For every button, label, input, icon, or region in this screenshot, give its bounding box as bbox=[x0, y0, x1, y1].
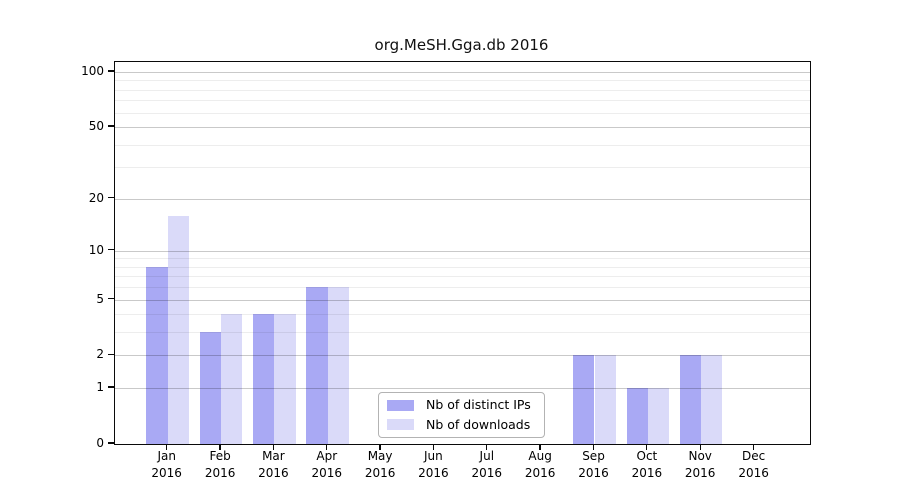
legend-item-downloads: Nb of downloads bbox=[387, 417, 536, 433]
gridline-major bbox=[115, 72, 810, 73]
gridline-minor bbox=[115, 266, 810, 268]
x-tick-label: Aug 2016 bbox=[524, 449, 556, 480]
bar-distinct-ips bbox=[146, 266, 168, 444]
x-tick-mark bbox=[646, 444, 648, 451]
x-tick-label: Jul 2016 bbox=[471, 449, 503, 480]
bar-distinct-ips bbox=[679, 355, 702, 444]
x-tick-mark bbox=[432, 444, 435, 451]
y-tick-mark bbox=[108, 386, 114, 388]
bar-distinct-ips bbox=[199, 332, 222, 444]
gridline-major bbox=[115, 127, 810, 129]
x-tick-label: Sep 2016 bbox=[578, 449, 609, 480]
x-tick-label: May 2016 bbox=[364, 449, 396, 480]
x-tick-label: Apr 2016 bbox=[311, 449, 343, 480]
legend-item-distinct-ips: Nb of distinct IPs bbox=[387, 397, 536, 413]
y-tick-mark bbox=[108, 70, 114, 72]
x-tick-label: Oct 2016 bbox=[631, 449, 663, 480]
x-tick-mark bbox=[272, 444, 275, 451]
gridline-minor bbox=[115, 112, 810, 114]
legend: Nb of distinct IPs Nb of downloads bbox=[378, 392, 545, 438]
gridline-minor bbox=[115, 314, 810, 316]
bar-downloads bbox=[701, 355, 723, 444]
legend-label-downloads: Nb of downloads bbox=[426, 417, 531, 432]
gridline-minor bbox=[115, 287, 810, 289]
gridline-minor bbox=[115, 80, 810, 82]
x-tick-mark bbox=[219, 444, 221, 451]
x-tick-label: Mar 2016 bbox=[258, 449, 289, 480]
bar-distinct-ips bbox=[573, 355, 595, 444]
gridline-major bbox=[115, 250, 810, 252]
gridline-minor bbox=[115, 100, 810, 102]
gridline-minor bbox=[115, 276, 810, 278]
legend-swatch-downloads bbox=[387, 419, 414, 431]
y-tick-mark bbox=[108, 297, 114, 300]
y-tick-mark bbox=[108, 442, 114, 444]
x-tick-mark bbox=[752, 444, 755, 451]
gridline-major bbox=[115, 299, 810, 301]
y-tick-mark bbox=[108, 249, 114, 251]
bar-downloads bbox=[647, 388, 670, 444]
legend-label-distinct-ips: Nb of distinct IPs bbox=[426, 397, 531, 413]
y-tick-label: 0 bbox=[96, 436, 104, 450]
y-tick-mark bbox=[108, 353, 114, 356]
x-tick-label: Feb 2016 bbox=[204, 449, 236, 480]
gridline-major bbox=[115, 198, 810, 200]
y-tick-label: 20 bbox=[88, 190, 104, 205]
chart-title: org.MeSH.Gga.db 2016 bbox=[374, 36, 549, 54]
x-tick-mark bbox=[592, 444, 595, 451]
y-tick-label: 10 bbox=[88, 242, 104, 257]
x-tick-mark bbox=[326, 444, 328, 451]
legend-swatch-distinct-ips bbox=[387, 399, 414, 411]
x-tick-mark bbox=[486, 444, 488, 451]
y-tick-label: 50 bbox=[88, 119, 104, 134]
bar-downloads bbox=[594, 355, 616, 444]
bar-distinct-ips bbox=[626, 388, 648, 444]
gridline-minor bbox=[115, 144, 810, 146]
bar-downloads bbox=[327, 287, 350, 444]
bar-distinct-ips bbox=[253, 314, 275, 444]
gridline-minor bbox=[115, 258, 810, 260]
x-tick-mark bbox=[166, 444, 168, 451]
x-tick-label: Jun 2016 bbox=[418, 449, 449, 480]
gridline-minor bbox=[115, 89, 810, 91]
y-tick-label: 1 bbox=[96, 380, 104, 395]
bar-downloads bbox=[274, 314, 296, 444]
x-tick-mark bbox=[539, 444, 541, 451]
bar-distinct-ips bbox=[306, 287, 328, 444]
x-tick-mark bbox=[699, 444, 701, 451]
x-tick-mark bbox=[379, 444, 381, 451]
gridline-minor bbox=[115, 167, 810, 169]
y-tick-label: 100 bbox=[81, 64, 104, 78]
y-tick-mark bbox=[108, 196, 114, 199]
bar-downloads bbox=[221, 314, 243, 444]
y-tick-mark bbox=[108, 125, 114, 127]
y-tick-label: 2 bbox=[96, 347, 104, 362]
x-tick-label: Nov 2016 bbox=[684, 449, 716, 480]
y-tick-label: 5 bbox=[96, 291, 104, 306]
x-tick-label: Dec 2016 bbox=[738, 449, 769, 480]
x-tick-label: Jan 2016 bbox=[151, 449, 182, 480]
bar-downloads bbox=[167, 215, 189, 444]
plot-area: Nb of distinct IPs Nb of downloads bbox=[114, 61, 811, 445]
